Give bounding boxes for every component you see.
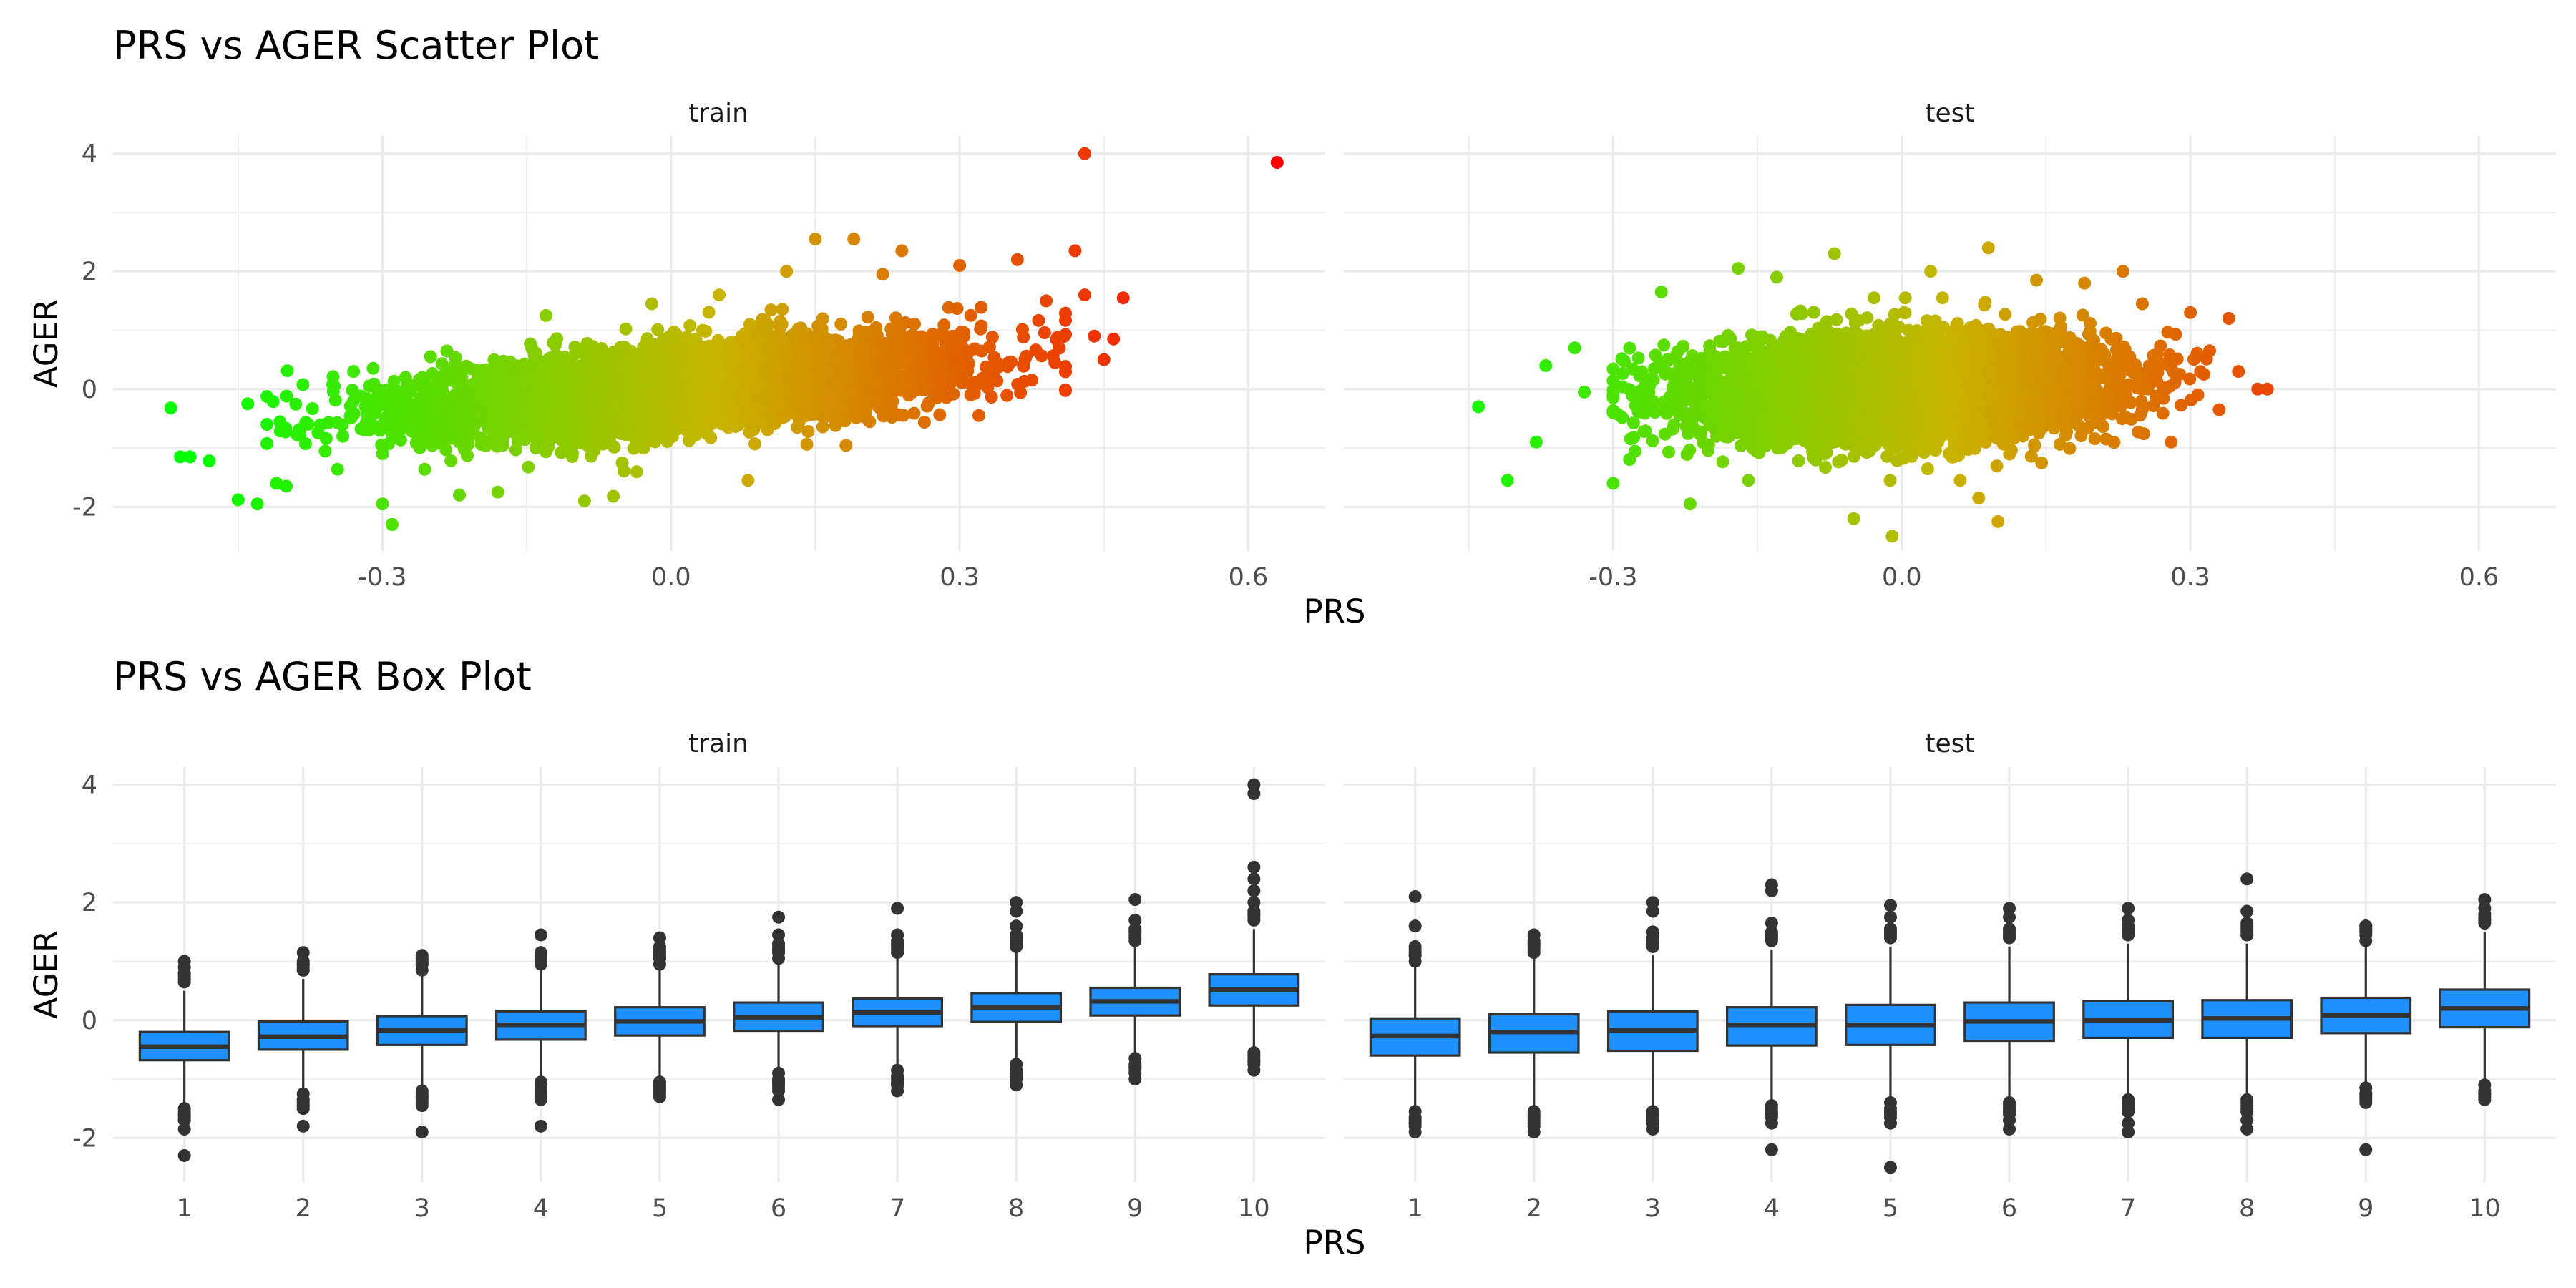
scatter-point <box>426 367 439 380</box>
scatter-point <box>273 424 287 438</box>
scatter-point <box>869 321 883 334</box>
scatter-point <box>1014 386 1028 399</box>
scatter-point <box>964 388 977 401</box>
scatter-point <box>444 454 458 467</box>
scatter-point <box>630 465 643 479</box>
scatter-point <box>926 341 940 354</box>
scatter-point <box>907 406 921 420</box>
scatter-point <box>917 416 931 429</box>
scatter-point <box>1059 383 1072 396</box>
scatter-point <box>1035 349 1048 363</box>
scatter-panel-train: train <box>113 99 1325 551</box>
scatter-point <box>565 450 579 463</box>
scatter-point <box>266 395 280 409</box>
scatter-point <box>696 323 709 337</box>
scatter-point <box>834 317 848 331</box>
scatter-point <box>933 408 947 421</box>
scatter-point <box>904 386 918 400</box>
scatter-point <box>964 308 977 322</box>
scatter-point <box>1020 349 1033 363</box>
scatter-point <box>336 429 350 443</box>
scatter-point <box>440 344 454 358</box>
scatter-point <box>1017 359 1030 373</box>
scatter-section: PRS vs AGER Scatter Plot train test -202… <box>27 23 2556 630</box>
scatter-point <box>619 322 633 336</box>
scatter-point <box>950 302 964 316</box>
scatter-point <box>555 446 568 459</box>
scatter-point <box>399 371 412 384</box>
scatter-point <box>615 456 629 469</box>
scatter-point <box>1048 356 1062 369</box>
scatter-point <box>1015 323 1029 336</box>
scatter-points-train <box>164 147 1284 531</box>
scatter-point <box>627 441 640 455</box>
scatter-point <box>366 361 380 375</box>
scatter-point <box>322 416 336 429</box>
scatter-point <box>296 378 310 391</box>
scatter-point <box>801 425 815 438</box>
scatter-point <box>863 415 877 429</box>
scatter-point <box>318 444 332 458</box>
scatter-strip-train: train <box>688 99 748 128</box>
scatter-point <box>1032 313 1045 327</box>
scatter-point <box>861 311 874 324</box>
scatter-point <box>418 462 431 476</box>
scatter-point <box>683 319 697 333</box>
scatter-point <box>702 306 716 319</box>
scatter-point <box>1000 389 1014 402</box>
scatter-point <box>640 336 654 349</box>
scatter-point <box>975 301 988 314</box>
scatter-point <box>926 327 940 341</box>
scatter-point <box>764 303 778 317</box>
scatter-point <box>791 421 804 434</box>
scatter-title: PRS vs AGER Scatter Plot <box>113 23 599 68</box>
